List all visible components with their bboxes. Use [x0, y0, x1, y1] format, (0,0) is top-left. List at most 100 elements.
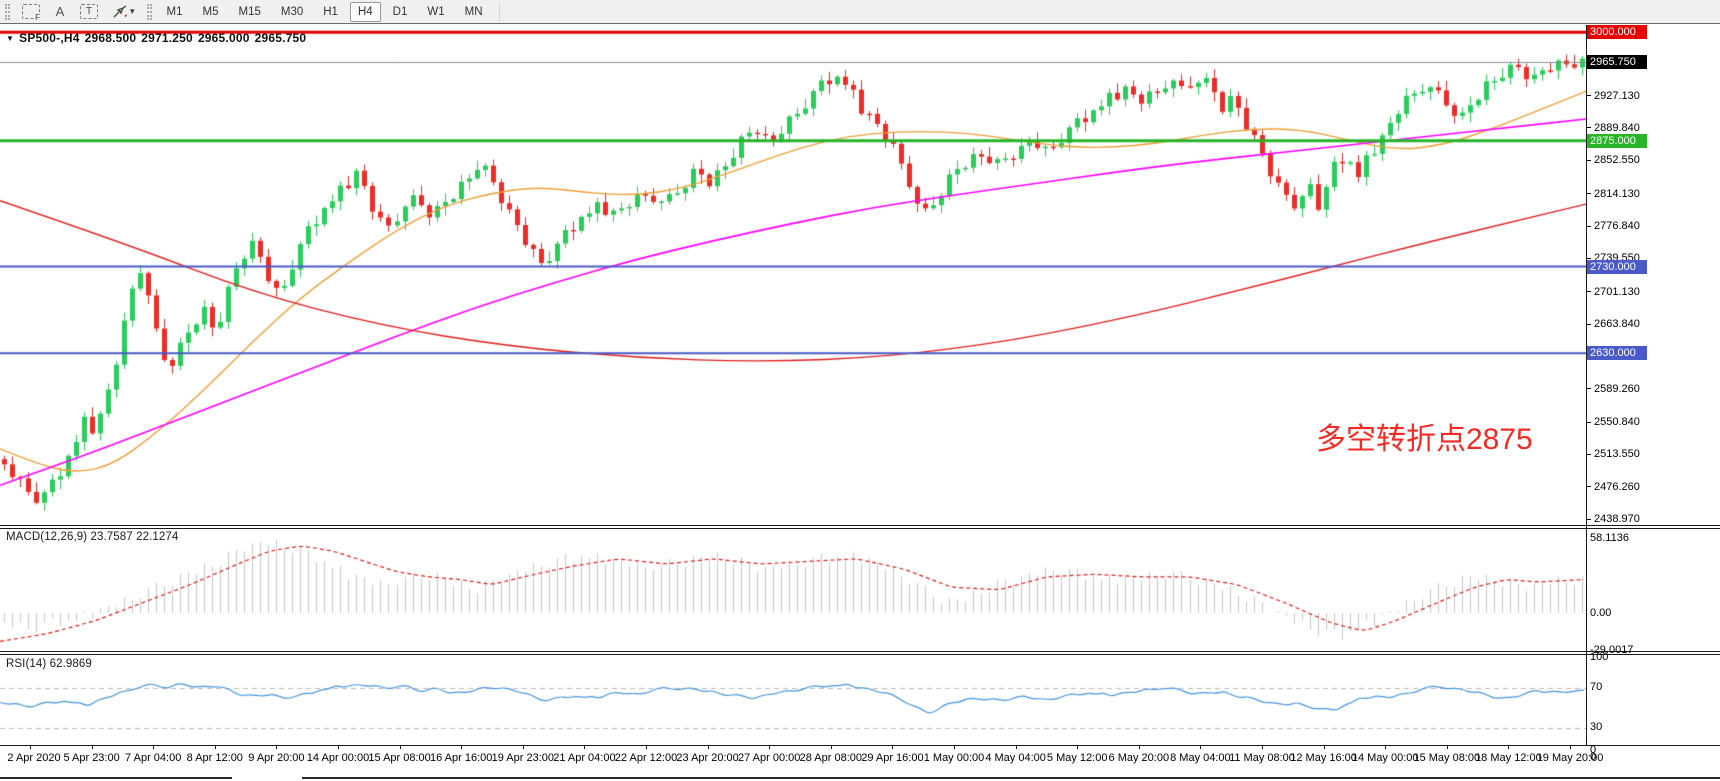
rsi-axis-label: 100: [1590, 651, 1609, 663]
fibonacci-tool-button[interactable]: F: [17, 2, 45, 22]
time-tick-label: 11 May 08:00: [1229, 752, 1295, 764]
time-tick-label: 5 May 12:00: [1046, 752, 1108, 764]
arrows-dropdown-caret-icon[interactable]: ▾: [130, 6, 135, 16]
price-tick-label: 2513.550: [1587, 448, 1640, 460]
rsi-axis-label: 70: [1590, 681, 1603, 693]
time-tick: [646, 745, 647, 749]
macd-axis-label: 0.00: [1590, 607, 1612, 619]
price-line-badge: 3000.000: [1587, 25, 1647, 40]
arrows-tool-button[interactable]: ▾: [107, 2, 140, 22]
time-tick-label: 19 May 20:00: [1536, 752, 1604, 764]
time-tick-label: 29 Apr 16:00: [861, 752, 924, 764]
time-tick: [522, 745, 524, 749]
time-axis-border: [0, 745, 1720, 746]
price-tick-label: 2701.130: [1587, 286, 1640, 298]
time-tick: [1077, 745, 1079, 749]
timeframe-button-m15[interactable]: M15: [238, 5, 261, 18]
price-tick-label: 2589.260: [1587, 383, 1640, 395]
symbol-name: SP500-,H4: [19, 31, 80, 45]
time-tick-label: 12 May 16:00: [1290, 752, 1357, 764]
time-tick-label: 14 Apr 00:00: [306, 752, 370, 764]
time-tick-label: 8 Apr 12:00: [186, 752, 243, 764]
time-tick-label: 2 Apr 2020: [7, 752, 61, 764]
price-tick-label: 2476.260: [1587, 481, 1640, 493]
time-tick: [461, 745, 463, 749]
toolbar-drag-handle[interactable]: [5, 3, 10, 20]
rsi-axis-label: 30: [1590, 721, 1603, 733]
toolbar-separator: [498, 1, 500, 22]
time-tick: [1508, 745, 1510, 749]
time-tick-label: 1 May 00:00: [923, 752, 985, 764]
price-tick-label: 2663.840: [1587, 318, 1640, 330]
ohlc-low: 2965.000: [197, 31, 250, 45]
price-chart-canvas[interactable]: [0, 25, 1586, 525]
price-tick-label: 2889.840: [1587, 122, 1640, 134]
timeframe-button-mn[interactable]: MN: [464, 5, 483, 18]
price-tick-label: 2776.840: [1587, 220, 1640, 232]
time-tick: [1262, 745, 1263, 749]
time-tick-label: 8 May 04:00: [1170, 752, 1231, 764]
symbol-collapse-icon[interactable]: ▼: [6, 33, 15, 43]
timeframe-button-group: M1 M5 M15 M30 H1 H4 D1 W1 MN: [157, 1, 493, 22]
text-tool-icon: A: [55, 4, 65, 19]
chart-annotation: 多空转折点2875: [1316, 423, 1533, 456]
timeframe-button-m5[interactable]: M5: [202, 5, 219, 18]
timeframe-button-m30[interactable]: M30: [280, 5, 304, 18]
time-tick: [399, 745, 401, 749]
time-tick: [1015, 745, 1017, 749]
time-tick: [153, 745, 155, 749]
toolbar: F A T ▾ M1 M5 M15 M30 H1 H4 D1 W1 MN: [0, 0, 1720, 24]
time-tick: [584, 745, 586, 749]
time-tick-label: 14 May 00:00: [1351, 752, 1419, 764]
price-tick-label: 2852.550: [1587, 154, 1640, 166]
time-tick-label: 15 Apr 08:00: [368, 752, 431, 764]
macd-panel-divider[interactable]: [0, 525, 1720, 529]
ohlc-close: 2965.750: [254, 31, 307, 45]
time-tick-label: 19 Apr 23:00: [491, 752, 554, 764]
time-tick-label: 4 May 04:00: [985, 752, 1046, 764]
time-tick-label: 5 Apr 23:00: [63, 752, 120, 764]
timeframe-button-m1[interactable]: M1: [166, 5, 183, 18]
time-tick: [338, 745, 339, 749]
time-tick-label: 27 Apr 00:00: [737, 752, 801, 764]
text-label-tool-button[interactable]: T: [75, 2, 103, 22]
price-tick-label: 2927.130: [1587, 90, 1640, 102]
time-tick: [276, 745, 278, 749]
rsi-panel-canvas[interactable]: [0, 656, 1586, 745]
price-line-badge: 2730.000: [1587, 259, 1647, 274]
time-tick-label: 22 Apr 12:00: [614, 752, 678, 764]
time-tick: [1570, 745, 1571, 749]
price-tick-label: 2438.970: [1587, 513, 1640, 525]
time-tick-label: 23 Apr 20:00: [676, 752, 739, 764]
time-tick: [1138, 745, 1140, 749]
time-tick: [769, 745, 771, 749]
timeframe-button-w1[interactable]: W1: [427, 5, 445, 18]
time-tick: [1385, 745, 1387, 749]
arrows-tool-icon: [113, 4, 127, 17]
chart-area: [0, 25, 1720, 781]
text-tool-button[interactable]: A: [49, 2, 71, 22]
time-tick: [954, 745, 955, 749]
ohlc-open: 2968.500: [84, 31, 137, 45]
macd-panel-canvas[interactable]: [0, 530, 1586, 651]
time-tick-label: 16 Apr 16:00: [429, 752, 493, 764]
rsi-panel-divider[interactable]: [0, 651, 1720, 655]
price-line-badge: 2965.750: [1587, 55, 1647, 69]
rsi-zero-axis-label: 0: [1590, 744, 1597, 756]
time-tick: [707, 745, 709, 749]
macd-axis-label: -29.0017: [1590, 644, 1634, 657]
timeframe-button-d1[interactable]: D1: [392, 5, 408, 18]
time-tick: [830, 745, 832, 749]
timeframe-button-h4[interactable]: H4: [349, 1, 381, 22]
price-tick-label: 2550.840: [1587, 416, 1640, 428]
time-tick: [91, 745, 93, 749]
text-label-tool-icon: T: [80, 4, 98, 19]
timeframe-group-handle[interactable]: [146, 3, 152, 20]
timeframe-button-h1[interactable]: H1: [323, 5, 338, 18]
macd-axis-label: 58.1136: [1590, 532, 1629, 544]
time-tick-label: 21 Apr 04:00: [553, 752, 616, 764]
ohlc-high: 2971.250: [141, 31, 193, 45]
time-tick-label: 9 Apr 20:00: [248, 752, 305, 764]
price-tick-label: 2814.130: [1587, 188, 1640, 200]
